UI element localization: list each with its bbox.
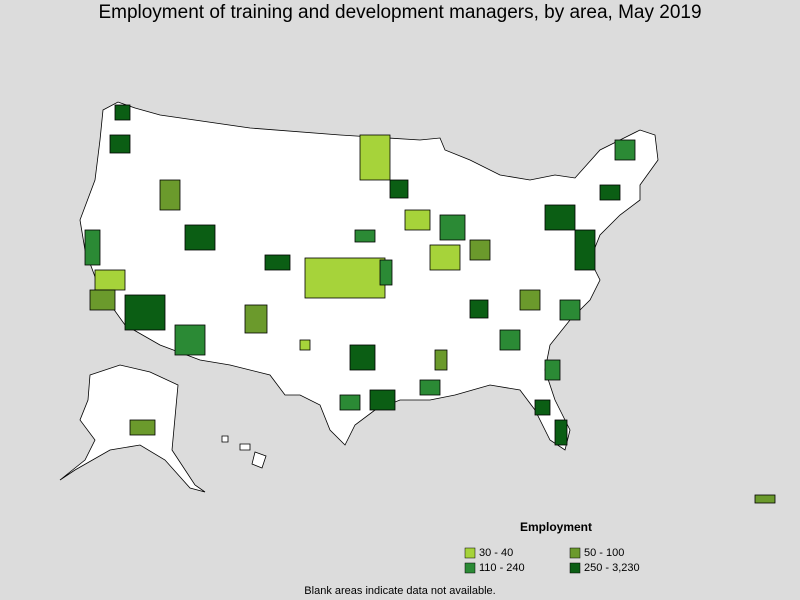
shaded-area	[354, 229, 376, 243]
legend-swatch	[569, 562, 581, 574]
shaded-area	[299, 339, 311, 351]
footnote: Blank areas indicate data not available.	[304, 585, 495, 597]
shaded-area	[124, 294, 166, 331]
shaded-area	[184, 224, 216, 251]
shaded-area	[534, 399, 551, 416]
shaded-area	[519, 289, 541, 311]
hawaii	[251, 451, 267, 469]
shaded-area	[369, 389, 396, 411]
shaded-area	[434, 349, 448, 371]
shaded-area	[554, 419, 568, 446]
us-map	[59, 101, 776, 504]
shaded-area	[469, 239, 491, 261]
shaded-area	[114, 104, 131, 121]
legend-label: 110 - 240	[479, 562, 525, 574]
hawaii	[221, 435, 229, 443]
shaded-area	[89, 289, 116, 311]
legend: Employment 30 - 40 50 - 100 110 - 240 250 -…	[464, 520, 640, 574]
shaded-area	[559, 299, 581, 321]
shaded-area	[614, 139, 636, 161]
shaded-area	[264, 254, 291, 271]
shaded-area	[599, 184, 621, 201]
shaded-area	[94, 269, 126, 291]
shaded-area	[174, 324, 206, 356]
shaded-area	[304, 257, 386, 299]
shaded-area	[359, 134, 391, 181]
shaded-area	[574, 229, 596, 271]
shaded-area	[379, 259, 393, 286]
legend-swatch	[464, 547, 476, 559]
legend-label: 30 - 40	[479, 547, 513, 559]
shaded-area	[419, 379, 441, 396]
shaded-area	[429, 244, 461, 271]
legend-title: Employment	[520, 520, 592, 534]
shaded-area	[349, 344, 376, 371]
shaded-area	[109, 134, 131, 154]
shaded-area	[544, 359, 561, 381]
hawaii	[239, 443, 251, 451]
shaded-area	[159, 179, 181, 211]
shaded-area	[544, 204, 576, 231]
shaded-area	[439, 214, 466, 241]
shaded-area	[754, 494, 776, 504]
legend-label: 250 - 3,230	[584, 562, 640, 574]
shaded-area	[129, 419, 156, 436]
shaded-area	[469, 299, 489, 319]
title: Employment of training and development m…	[98, 2, 701, 23]
shaded-area	[339, 394, 361, 411]
shaded-area	[499, 329, 521, 351]
shaded-area	[389, 179, 409, 199]
legend-swatch	[569, 547, 581, 559]
legend-swatch	[464, 562, 476, 574]
shaded-area	[404, 209, 431, 231]
shaded-area	[84, 229, 101, 266]
shaded-area	[244, 304, 268, 334]
legend-label: 50 - 100	[584, 547, 624, 559]
